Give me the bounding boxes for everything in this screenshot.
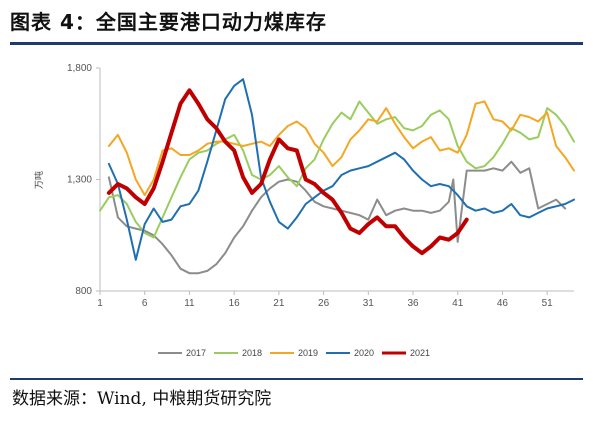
legend-label-2018: 2018: [242, 348, 262, 358]
legend-label-2021: 2021: [410, 348, 430, 358]
legend-label-2017: 2017: [186, 348, 206, 358]
x-tick-label: 41: [452, 298, 464, 309]
x-tick-label: 31: [363, 298, 375, 309]
series-line-2019: [107, 100, 575, 197]
x-tick-label: 16: [229, 298, 241, 309]
y-axis-label: 万吨: [33, 171, 45, 189]
x-tick-label: 46: [497, 298, 509, 309]
series-line-2017: [107, 160, 567, 275]
series-line-2021: [106, 88, 469, 256]
legend-label-2019: 2019: [298, 348, 318, 358]
legend-label-2020: 2020: [354, 348, 374, 358]
figure-title: 图表 4：全国主要港口动力煤库存: [10, 10, 327, 34]
x-tick-label: 21: [273, 298, 285, 309]
series-layer: [99, 78, 575, 275]
series-line-2018: [99, 100, 575, 239]
chart-legend: 2017 2018 2019 2020 2021: [158, 348, 430, 358]
y-tick-label: 1,300: [67, 175, 92, 186]
x-tick-label: 6: [142, 298, 148, 309]
source-rule: [10, 378, 583, 380]
source-note: 数据来源：Wind, 中粮期货研究院: [12, 389, 272, 409]
x-tick-label: 26: [318, 298, 330, 309]
x-tick-label: 11: [184, 298, 195, 309]
x-tick-label: 1: [97, 298, 103, 309]
y-tick-label: 800: [75, 286, 92, 297]
x-tick-label: 36: [407, 298, 419, 309]
y-tick-label: 1,800: [67, 63, 92, 74]
series-line-2020: [107, 78, 575, 261]
x-tick-label: 51: [542, 298, 554, 309]
title-rule: [10, 42, 583, 45]
